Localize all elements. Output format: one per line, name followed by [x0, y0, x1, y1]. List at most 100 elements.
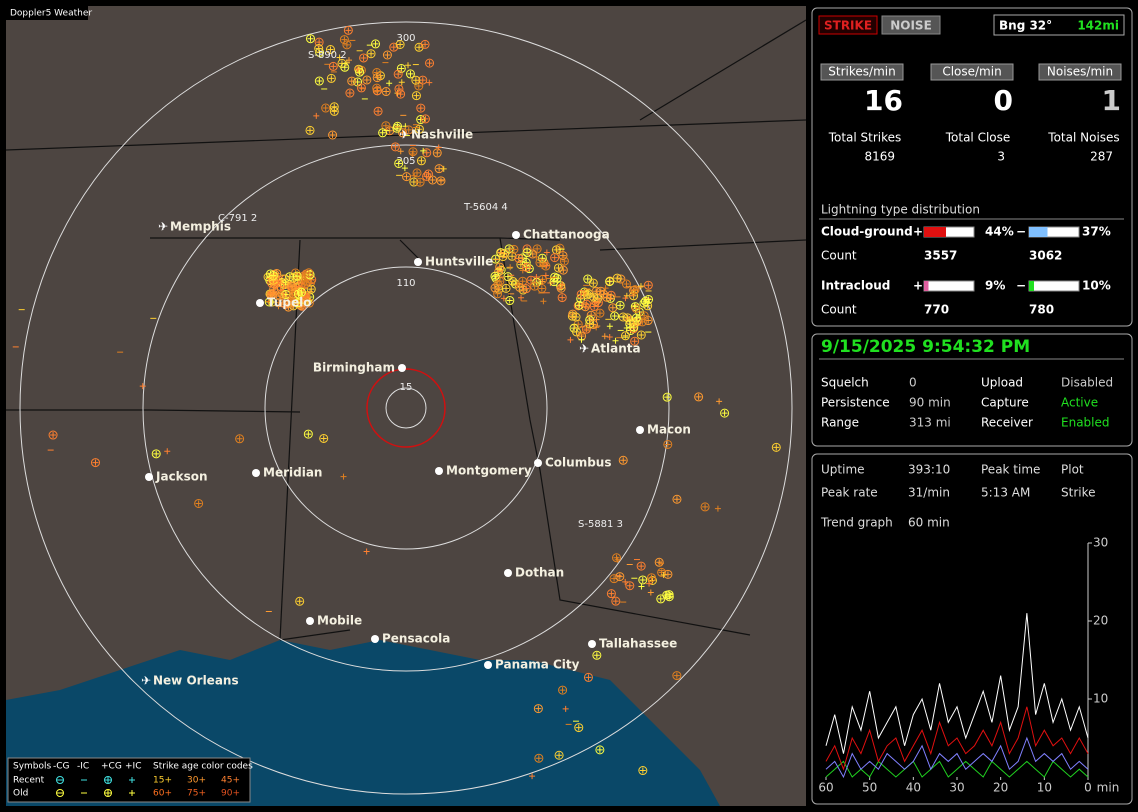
- strike: [590, 280, 597, 287]
- setting-value: Enabled: [1061, 416, 1110, 430]
- strike: [662, 392, 672, 402]
- strike: [550, 253, 560, 263]
- legend-age: 90+: [221, 789, 240, 799]
- strike: [409, 151, 416, 158]
- strike: [542, 272, 549, 279]
- strike-button[interactable]: [818, 15, 878, 35]
- range-label: 205: [396, 156, 415, 167]
- city-label: Panama City: [495, 658, 580, 672]
- rate-value: 16: [864, 84, 903, 117]
- strike: [307, 127, 314, 134]
- strike: [612, 337, 619, 344]
- strike: [422, 115, 429, 122]
- strike: [617, 302, 624, 309]
- total-value: 8169: [864, 150, 895, 164]
- strike: [151, 449, 161, 459]
- strike: [583, 301, 590, 308]
- strike: [533, 253, 540, 260]
- stat-text: Strike: [1061, 486, 1096, 500]
- x-axis-label: min: [1097, 781, 1120, 795]
- city-dot: [534, 459, 542, 467]
- strike: [396, 89, 406, 99]
- strike: [354, 65, 361, 72]
- noise-button-label: NOISE: [890, 19, 932, 33]
- strike: [304, 268, 314, 278]
- strike-button-label: STRIKE: [824, 19, 872, 33]
- strike: [625, 581, 635, 591]
- strike: [611, 596, 621, 606]
- title-bg: [6, 6, 88, 20]
- strike: [657, 595, 664, 602]
- strike: [235, 434, 245, 444]
- strike: [405, 126, 412, 133]
- strike: [236, 435, 243, 442]
- trend-line: [825, 736, 1089, 779]
- strike: [673, 672, 680, 679]
- bar: [1029, 281, 1034, 291]
- noise-button[interactable]: [881, 15, 941, 35]
- strike: [556, 752, 563, 759]
- strike: [348, 78, 355, 85]
- strike: [411, 75, 421, 85]
- strike: [397, 91, 404, 98]
- strike: [398, 79, 405, 86]
- strike: [519, 278, 526, 285]
- strike: [606, 334, 613, 341]
- strike: [590, 293, 597, 300]
- strike: [492, 273, 499, 280]
- strike: [492, 285, 499, 292]
- strike: [437, 177, 444, 184]
- x-tick-label: 10: [1037, 781, 1052, 795]
- strike: [518, 294, 525, 301]
- strike: [610, 311, 620, 321]
- airport-icon: ✈: [141, 674, 151, 688]
- strike: [286, 284, 293, 291]
- strike: [296, 300, 306, 310]
- strike: [522, 248, 532, 258]
- setting-value: Active: [1061, 396, 1098, 410]
- count-label: Count: [821, 249, 857, 263]
- strike: [556, 284, 563, 291]
- strike: [584, 291, 591, 298]
- strike: [509, 253, 516, 260]
- strike: [417, 105, 424, 112]
- strike: [326, 73, 336, 83]
- strike: [631, 338, 638, 345]
- rate-label: Close/min: [942, 65, 1001, 79]
- strike: [623, 325, 630, 332]
- count-label: Count: [821, 303, 857, 317]
- distribution-title: Lightning type distribution: [821, 203, 980, 217]
- total-label: Total Strikes: [828, 131, 902, 145]
- strike: [633, 315, 640, 322]
- strike: [328, 130, 338, 140]
- strike: [609, 574, 619, 584]
- strike: [575, 302, 582, 309]
- strike: [411, 91, 421, 101]
- legend-row-label: Recent: [13, 776, 45, 786]
- strike: [516, 260, 526, 270]
- city-label: Dothan: [515, 566, 564, 580]
- strike: [504, 273, 511, 280]
- strike: [164, 448, 171, 455]
- strike: [612, 598, 619, 605]
- strike: [647, 573, 657, 583]
- strike: [420, 147, 427, 154]
- strike: [552, 273, 562, 283]
- strike: [494, 290, 501, 297]
- rate-label: Noises/min: [1047, 65, 1113, 79]
- strike: [672, 494, 682, 504]
- strike: [320, 435, 327, 442]
- strike: [405, 69, 415, 79]
- strike: [609, 304, 616, 311]
- strike: [342, 40, 352, 50]
- strike: [343, 41, 350, 48]
- strike: [591, 286, 601, 296]
- strike: [314, 43, 324, 53]
- bearing-box: [993, 14, 1125, 36]
- strike: [422, 41, 429, 48]
- strike: [336, 54, 343, 61]
- strike: [716, 398, 723, 405]
- strike: [622, 295, 629, 302]
- strike: [639, 311, 649, 321]
- rate-value: 1: [1102, 84, 1121, 117]
